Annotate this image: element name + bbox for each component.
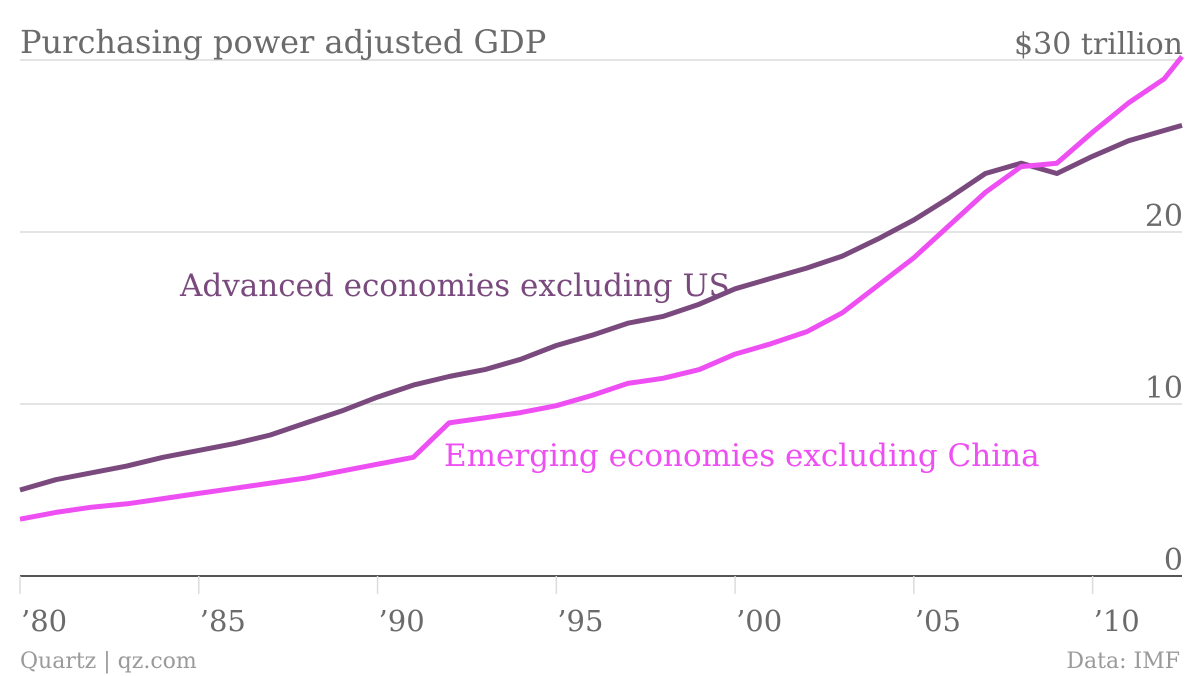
x-tick-label: ’85 [200, 604, 246, 638]
y-tick-label: $30 trillion [1014, 27, 1183, 62]
gridlines [20, 59, 1182, 405]
x-tick-label: ’95 [557, 604, 603, 638]
x-tick-label: ’90 [379, 604, 425, 638]
x-tick-label: ’00 [736, 604, 782, 638]
x-tick-label: ’05 [915, 604, 961, 638]
y-tick-label: 10 [1145, 371, 1183, 406]
series-line-emerging-economies [19, 55, 1184, 522]
data-source: Data: IMF [1066, 649, 1180, 674]
y-tick-label: 20 [1145, 199, 1183, 234]
source-credit: Quartz | qz.com [20, 649, 197, 674]
y-axis-tick-labels: 0 10 20 $30 trillion [1014, 27, 1183, 578]
chart-title: Purchasing power adjusted GDP [20, 23, 546, 61]
series-label-advanced-economies: Advanced economies excluding US [179, 268, 730, 304]
series-lines [19, 55, 1184, 522]
x-tick-label: ’80 [21, 604, 67, 638]
y-tick-label: 0 [1164, 543, 1183, 578]
series-line-advanced-economies [19, 122, 1183, 493]
series-label-emerging-economies: Emerging economies excluding China [444, 438, 1040, 474]
x-tick-label: ’10 [1094, 604, 1140, 638]
x-axis: ’80 ’85 ’90 ’95 ’00 ’05 ’10 [19, 575, 1182, 638]
